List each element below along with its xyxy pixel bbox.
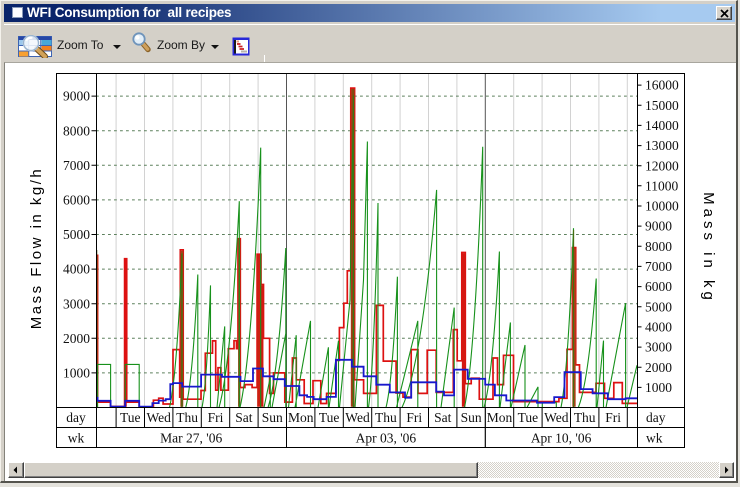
svg-text:13000: 13000 xyxy=(645,138,679,153)
svg-text:Tue: Tue xyxy=(319,410,340,425)
svg-text:16000: 16000 xyxy=(645,78,679,93)
svg-text:15000: 15000 xyxy=(645,98,679,113)
svg-text:1000: 1000 xyxy=(645,380,672,395)
svg-text:Apr 10, '06: Apr 10, '06 xyxy=(531,431,592,446)
svg-text:Sun: Sun xyxy=(461,410,482,425)
svg-text:Sat: Sat xyxy=(434,410,452,425)
svg-text:Fri: Fri xyxy=(406,410,422,425)
svg-text:Fri: Fri xyxy=(605,410,621,425)
svg-text:2000: 2000 xyxy=(63,331,90,346)
svg-text:12000: 12000 xyxy=(645,158,679,173)
svg-text:Sun: Sun xyxy=(262,410,283,425)
svg-text:Thu: Thu xyxy=(574,410,596,425)
svg-text:7000: 7000 xyxy=(645,259,672,274)
svg-text:10000: 10000 xyxy=(645,199,679,214)
svg-text:9000: 9000 xyxy=(63,89,90,104)
svg-text:Tue: Tue xyxy=(120,410,141,425)
svg-text:Apr 03, '06: Apr 03, '06 xyxy=(356,431,417,446)
svg-text:14000: 14000 xyxy=(645,118,679,133)
svg-text:1000: 1000 xyxy=(63,366,90,381)
svg-text:7000: 7000 xyxy=(63,158,90,173)
svg-text:day: day xyxy=(66,410,86,425)
svg-text:3000: 3000 xyxy=(645,340,672,355)
svg-text:4000: 4000 xyxy=(645,320,672,335)
svg-text:Mon: Mon xyxy=(487,410,513,425)
svg-text:2000: 2000 xyxy=(645,360,672,375)
svg-text:9000: 9000 xyxy=(645,219,672,234)
svg-text:Mass in kg: Mass in kg xyxy=(700,192,717,304)
svg-text:Tue: Tue xyxy=(518,410,539,425)
svg-text:Wed: Wed xyxy=(345,410,370,425)
svg-text:Wed: Wed xyxy=(544,410,569,425)
svg-text:5000: 5000 xyxy=(63,227,90,242)
svg-text:Wed: Wed xyxy=(146,410,171,425)
svg-text:Mon: Mon xyxy=(288,410,314,425)
svg-text:Sat: Sat xyxy=(235,410,253,425)
svg-text:Thu: Thu xyxy=(176,410,198,425)
svg-text:8000: 8000 xyxy=(63,123,90,138)
svg-text:Thu: Thu xyxy=(375,410,397,425)
svg-text:11000: 11000 xyxy=(645,178,678,193)
svg-text:6000: 6000 xyxy=(645,279,672,294)
svg-text:5000: 5000 xyxy=(645,299,672,314)
svg-text:8000: 8000 xyxy=(645,239,672,254)
svg-text:6000: 6000 xyxy=(63,193,90,208)
svg-text:3000: 3000 xyxy=(63,296,90,311)
svg-text:Fri: Fri xyxy=(208,410,224,425)
svg-text:wk: wk xyxy=(646,431,663,446)
svg-text:day: day xyxy=(646,410,666,425)
svg-text:Mass Flow in kg/h: Mass Flow in kg/h xyxy=(28,167,45,330)
svg-text:4000: 4000 xyxy=(63,262,90,277)
svg-text:wk: wk xyxy=(68,431,85,446)
svg-text:Mar 27, '06: Mar 27, '06 xyxy=(160,431,222,446)
